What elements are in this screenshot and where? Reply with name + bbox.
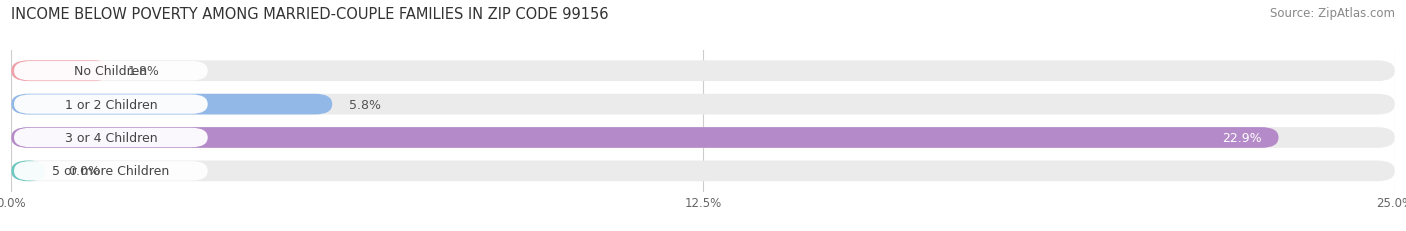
FancyBboxPatch shape — [11, 94, 1395, 115]
Text: INCOME BELOW POVERTY AMONG MARRIED-COUPLE FAMILIES IN ZIP CODE 99156: INCOME BELOW POVERTY AMONG MARRIED-COUPL… — [11, 7, 609, 22]
FancyBboxPatch shape — [14, 95, 208, 114]
FancyBboxPatch shape — [11, 61, 111, 82]
Text: 3 or 4 Children: 3 or 4 Children — [65, 131, 157, 144]
FancyBboxPatch shape — [11, 161, 1395, 181]
FancyBboxPatch shape — [11, 128, 1278, 148]
FancyBboxPatch shape — [14, 62, 208, 81]
Text: 1.8%: 1.8% — [128, 65, 159, 78]
Text: 5 or more Children: 5 or more Children — [52, 165, 170, 178]
FancyBboxPatch shape — [14, 161, 208, 181]
FancyBboxPatch shape — [14, 128, 208, 148]
FancyBboxPatch shape — [11, 94, 332, 115]
Text: 5.8%: 5.8% — [349, 98, 381, 111]
Text: No Children: No Children — [75, 65, 148, 78]
FancyBboxPatch shape — [11, 128, 1395, 148]
Text: 22.9%: 22.9% — [1222, 131, 1263, 144]
Text: 1 or 2 Children: 1 or 2 Children — [65, 98, 157, 111]
FancyBboxPatch shape — [11, 61, 1395, 82]
FancyBboxPatch shape — [11, 161, 45, 181]
Text: Source: ZipAtlas.com: Source: ZipAtlas.com — [1270, 7, 1395, 20]
Text: 0.0%: 0.0% — [67, 165, 100, 178]
